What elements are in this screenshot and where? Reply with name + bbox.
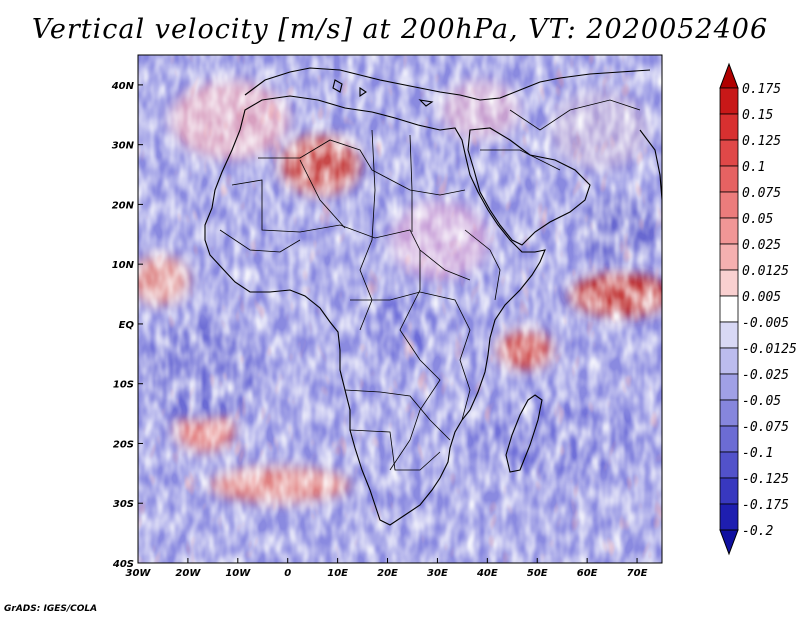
mediterranean-islands [332, 79, 434, 107]
colorbar-label: -0.075 [742, 420, 789, 435]
lon-label: 40E [476, 568, 498, 579]
colorbar-label: -0.025 [742, 368, 789, 383]
longitude-axis: 30W 20W 10W 0 10E 20E 30E 40E 50E 60E 70E [126, 558, 648, 579]
lon-label: 20W [175, 568, 201, 579]
lon-label: 0 [284, 568, 291, 579]
country-borders [219, 99, 641, 471]
colorbar-swatch [719, 113, 739, 141]
lat-label: EQ [119, 320, 135, 331]
colorbar-label: -0.0125 [742, 342, 797, 357]
africa-coastline [204, 95, 546, 526]
colorbar-swatch [719, 165, 739, 193]
colorbar-label: 0.005 [742, 290, 781, 305]
colorbar-label: 0.05 [742, 212, 773, 227]
colorbar-swatch [719, 243, 739, 271]
colorbar-swatch [719, 425, 739, 453]
colorbar-label: -0.1 [742, 446, 773, 461]
colorbar-label: 0.025 [742, 238, 781, 253]
lat-label: 20S [113, 439, 134, 450]
coastlines [204, 67, 662, 526]
colorbar-swatch [719, 321, 739, 349]
colorbar-swatch [719, 399, 739, 427]
chart-title: Vertical velocity [m/s] at 200hPa, VT: 2… [31, 14, 769, 45]
colorbar-swatch [719, 191, 739, 219]
lon-label: 20E [377, 568, 398, 579]
colorbar-top-arrow [719, 62, 739, 89]
latitude-axis: 40N 30N 20N 10N EQ 10S 20S 30S 40S [111, 81, 143, 570]
colorbar-label: 0.075 [742, 186, 781, 201]
lat-label: 40N [111, 81, 135, 92]
colorbar-swatch [719, 477, 739, 505]
colorbar-label: -0.05 [742, 394, 781, 409]
colorbar-swatch [719, 217, 739, 245]
colorbar-swatch [719, 269, 739, 297]
lat-label: 40S [112, 559, 134, 570]
colorbar-label: 0.15 [742, 108, 773, 123]
colorbar-swatch [719, 347, 739, 375]
lon-label: 70E [627, 568, 648, 579]
lon-label: 30W [126, 568, 152, 579]
europe-coast [244, 67, 651, 101]
colorbar-label: -0.005 [742, 316, 789, 331]
colorbar-label: -0.2 [742, 524, 773, 539]
colorbar-label: -0.125 [742, 472, 789, 487]
colorbar-swatch [719, 451, 739, 479]
india-coast [639, 129, 662, 230]
credit-text: GrADS: IGES/COLA [4, 604, 98, 614]
lat-label: 30N [112, 141, 135, 152]
lat-label: 10S [113, 380, 134, 391]
madagascar [505, 394, 543, 473]
velocity-field [138, 55, 662, 563]
colorbar-swatch [719, 87, 739, 115]
colorbar-swatch [719, 503, 739, 531]
map-frame [137, 54, 663, 564]
lat-label: 20N [112, 200, 135, 211]
lon-label: 30E [427, 568, 448, 579]
lon-label: 60E [577, 568, 598, 579]
colorbar-label: 0.175 [742, 82, 781, 97]
lon-label: 10E [327, 568, 348, 579]
colorbar-swatch [719, 139, 739, 167]
colorbar-swatch [719, 295, 739, 323]
colorbar-label: 0.1 [742, 160, 765, 175]
colorbar-label: -0.175 [742, 498, 789, 513]
colorbar-bottom-arrow [719, 529, 739, 556]
colorbar-label: 0.0125 [742, 264, 789, 279]
lon-label: 10W [225, 568, 251, 579]
lat-label: 30S [113, 499, 134, 510]
colorbar: 0.175 0.15 0.125 0.1 0.075 0.05 0.025 0.0125 0.0… [719, 62, 797, 556]
colorbar-label: 0.125 [742, 134, 781, 149]
lon-label: 50E [527, 568, 548, 579]
colorbar-swatch [719, 373, 739, 401]
lat-label: 10N [112, 260, 135, 271]
field-texture-warm [138, 55, 662, 563]
